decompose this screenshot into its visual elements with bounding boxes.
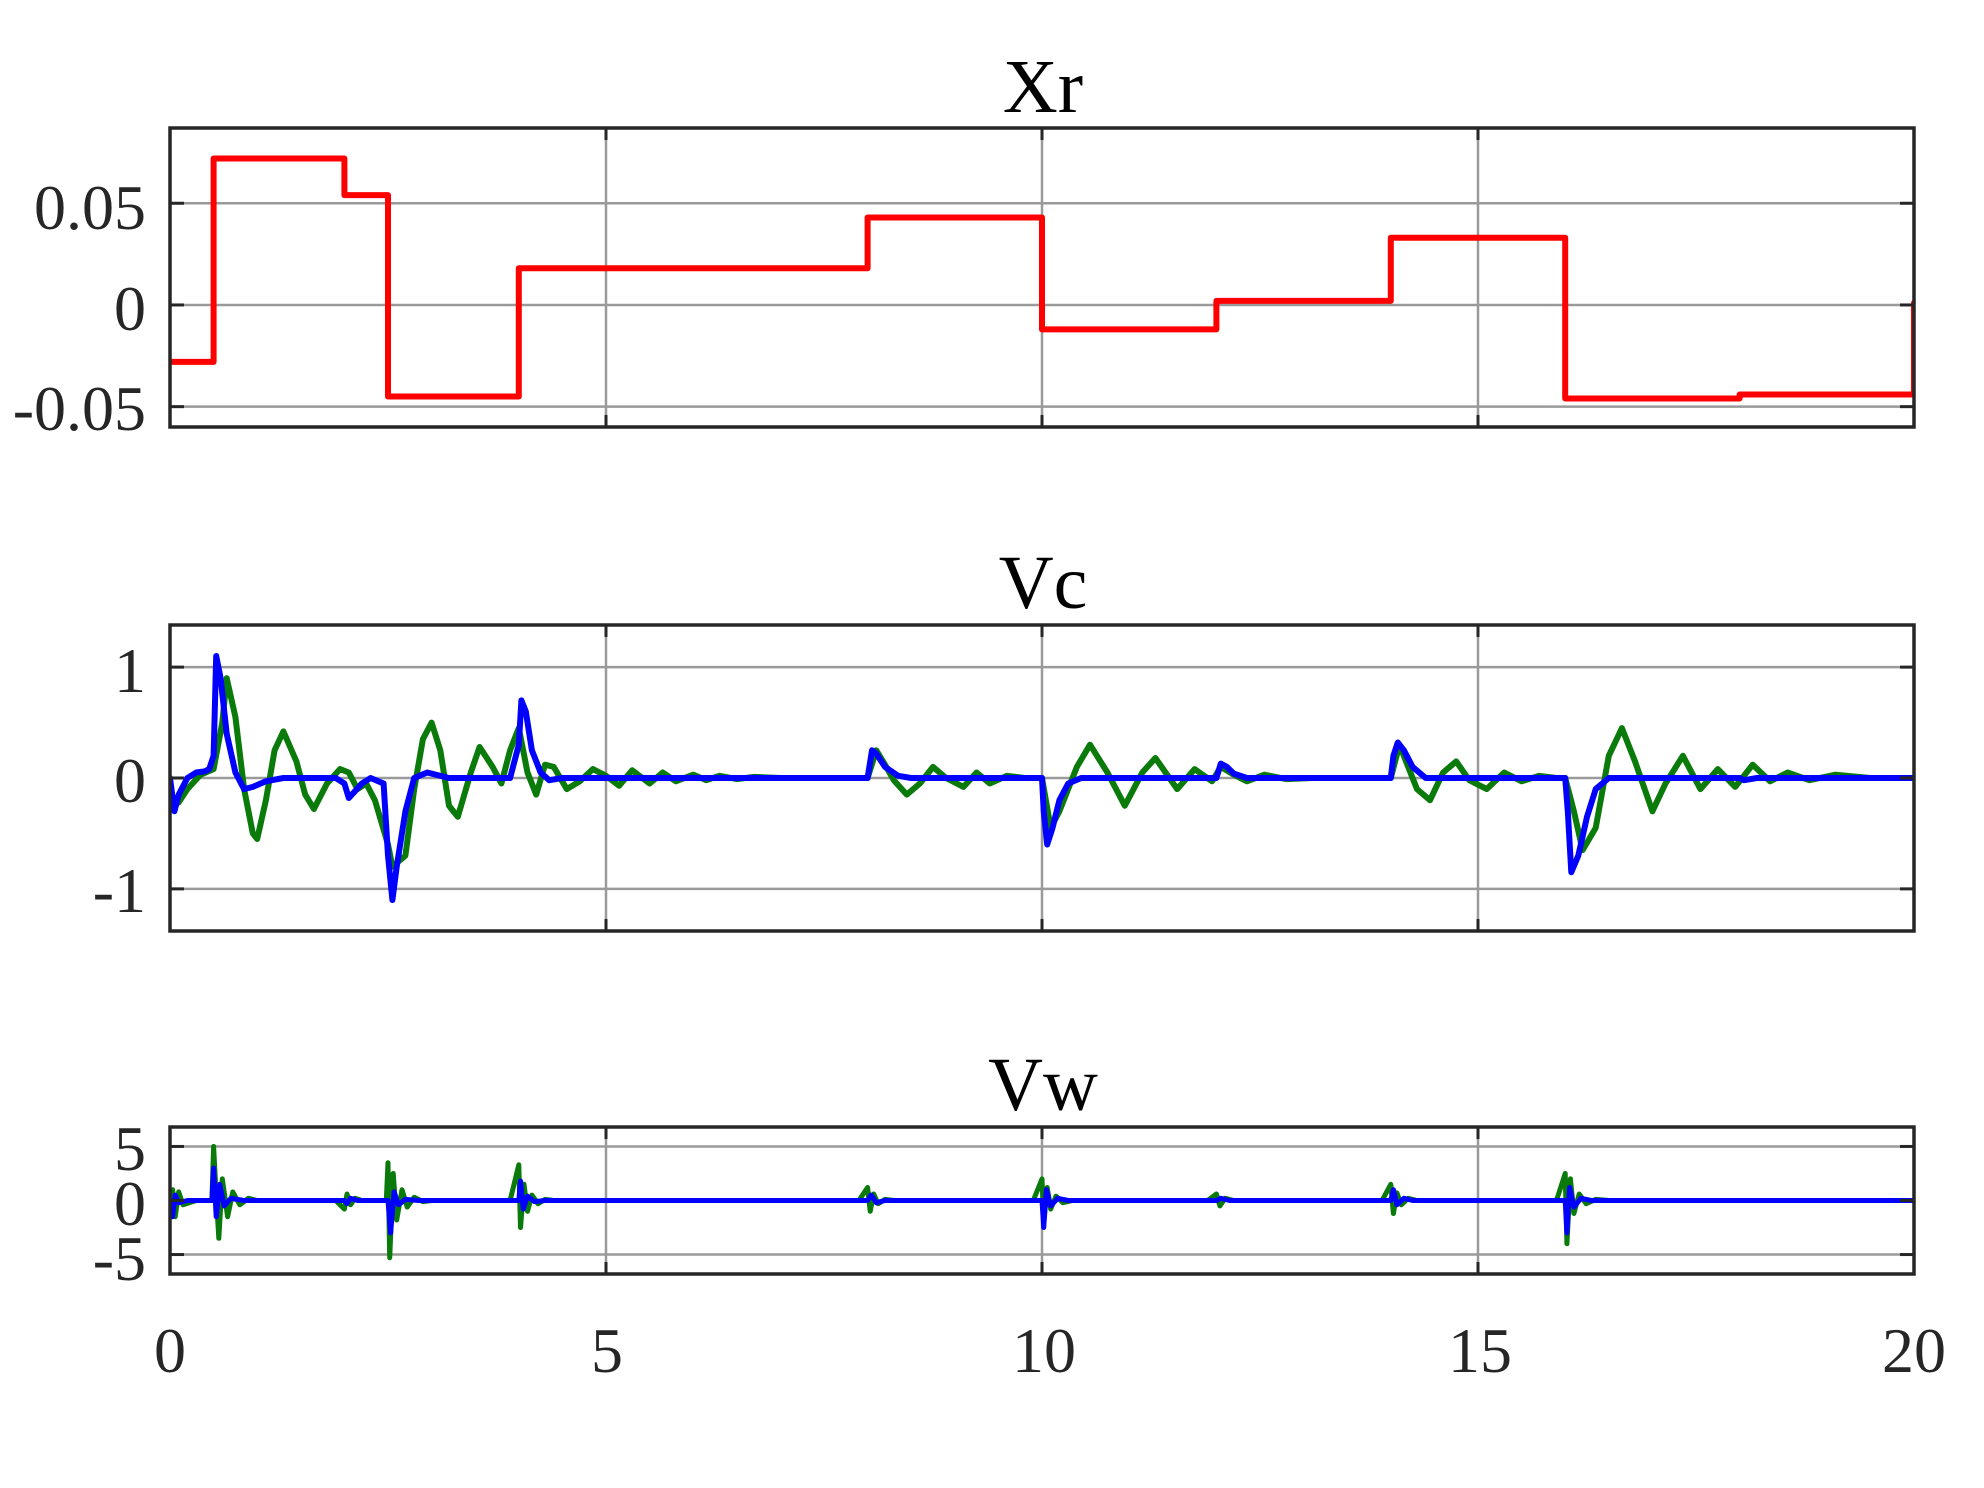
subplot-title-xr: Xr bbox=[1003, 45, 1083, 129]
y-tick-label-vw-bottom: -5 bbox=[93, 1223, 146, 1294]
x-tick-label-20: 20 bbox=[1882, 1315, 1946, 1386]
x-tick-label-15: 15 bbox=[1448, 1315, 1512, 1386]
subplot-xr bbox=[168, 126, 1916, 429]
y-tick-label-vw-mid: 0 bbox=[114, 1168, 146, 1239]
y-tick-label-vc-mid: 0 bbox=[114, 745, 146, 816]
axes-frame-vw bbox=[168, 1125, 1916, 1276]
y-tick-label-vc-top: 1 bbox=[114, 635, 146, 706]
subplot-vw bbox=[168, 1125, 1916, 1276]
x-tick-label-5: 5 bbox=[591, 1315, 623, 1386]
y-tick-label-xr-top: 0.05 bbox=[34, 172, 146, 243]
series-line-vc-1 bbox=[170, 653, 1914, 903]
x-tick-label-0: 0 bbox=[154, 1315, 186, 1386]
axes-frame-xr bbox=[168, 126, 1916, 429]
series-line-vw-1 bbox=[170, 1165, 1914, 1236]
series-line-xr-0 bbox=[170, 155, 1914, 402]
subplot-title-vw: Vw bbox=[988, 1043, 1098, 1127]
y-tick-label-xr-mid: 0 bbox=[114, 273, 146, 344]
y-tick-label-vw-top: 5 bbox=[114, 1113, 146, 1184]
y-tick-label-vc-bottom: -1 bbox=[93, 855, 146, 926]
subplot-vc bbox=[168, 623, 1916, 933]
subplot-title-vc: Vc bbox=[999, 541, 1088, 625]
x-tick-label-10: 10 bbox=[1012, 1315, 1076, 1386]
y-tick-label-xr-bottom: -0.05 bbox=[13, 373, 146, 444]
axes-frame-vc bbox=[168, 623, 1916, 933]
